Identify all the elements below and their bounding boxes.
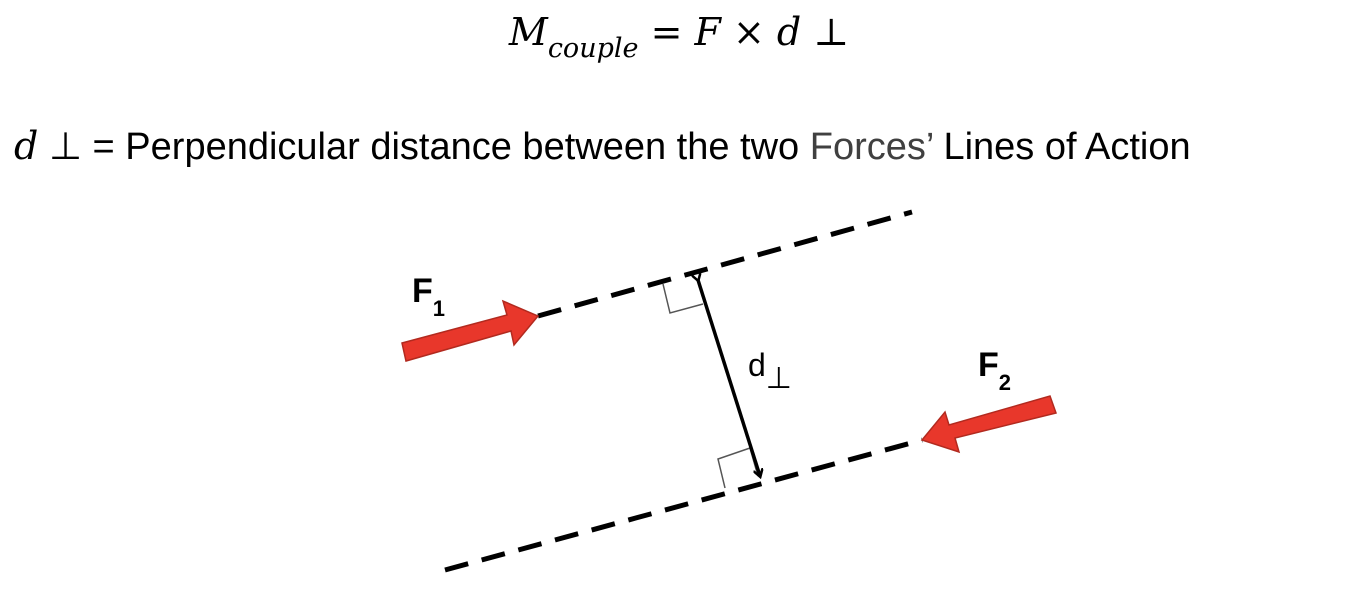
definition-distance-symbol: d xyxy=(14,124,39,168)
right-angle-marker-top xyxy=(662,283,704,314)
force-f1-letter: F xyxy=(412,272,433,310)
line-of-action-2 xyxy=(444,437,923,573)
force-f2-label: F2 xyxy=(978,346,1011,395)
formula-moment-subscript: couple xyxy=(547,33,639,64)
formula-times: × xyxy=(732,10,765,54)
formula-moment-symbol: M xyxy=(508,10,548,54)
couple-moment-formula: Mcouple = F × d ⊥ xyxy=(0,10,1358,64)
line-of-action-1 xyxy=(537,209,913,319)
perpendicular-distance-arrow xyxy=(698,280,760,476)
definition-perp-symbol: ⊥ xyxy=(48,124,82,168)
distance-letter: d xyxy=(748,347,766,383)
definition-rest: Lines of Action xyxy=(932,126,1191,168)
force-f1-subscript: 1 xyxy=(433,296,445,321)
force-f1-label: F1 xyxy=(412,272,445,321)
distance-perp-subscript: ⊥ xyxy=(766,361,792,396)
formula-equals: = xyxy=(650,10,683,54)
definition-forces-word: Forces’ xyxy=(809,126,933,168)
force-f2-letter: F xyxy=(978,346,999,384)
distance-label: d⊥ xyxy=(748,347,792,396)
force-f1-arrow xyxy=(401,299,540,362)
perpendicular-distance-definition: d ⊥ = Perpendicular distance between the… xyxy=(14,124,1354,169)
formula-distance-symbol: d xyxy=(776,10,802,54)
force-f2-subscript: 2 xyxy=(999,370,1011,395)
force-f2-arrow xyxy=(920,395,1057,454)
definition-text: = Perpendicular distance between the two xyxy=(82,126,810,168)
formula-perp-symbol: ⊥ xyxy=(813,10,850,54)
formula-force-symbol: F xyxy=(694,10,721,54)
